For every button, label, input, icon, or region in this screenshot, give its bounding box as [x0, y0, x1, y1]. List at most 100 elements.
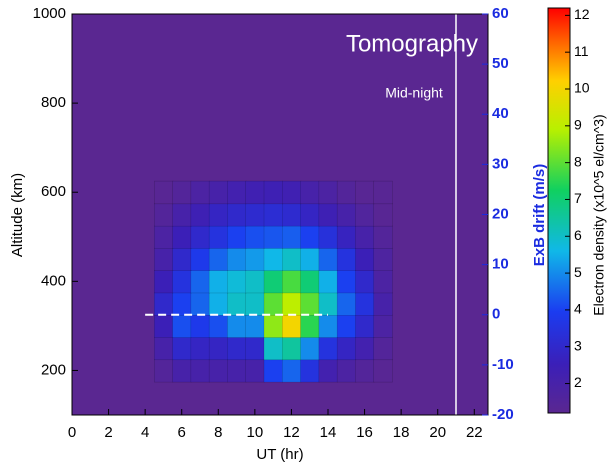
density-cell	[282, 225, 302, 249]
y2-tick-label: 0	[492, 306, 500, 323]
density-cell	[190, 203, 210, 227]
density-cell	[154, 203, 174, 227]
density-cell	[154, 180, 174, 205]
density-cell	[245, 180, 265, 205]
density-cell	[355, 225, 375, 249]
density-cell	[336, 292, 357, 316]
density-cell	[300, 225, 320, 249]
y2-tick-label: 10	[492, 256, 509, 273]
y2-tick-label: 20	[492, 205, 509, 222]
density-cell	[318, 180, 338, 205]
density-cell	[263, 292, 284, 316]
density-cell	[172, 269, 192, 294]
density-cell	[355, 203, 375, 227]
y2-tick-label: 30	[492, 155, 509, 172]
density-cell	[208, 203, 229, 227]
y2-tick-label: 50	[492, 55, 509, 72]
density-cell	[208, 247, 229, 271]
density-cell	[154, 225, 174, 249]
density-cell	[227, 314, 247, 338]
x-tick-label: 6	[178, 424, 186, 441]
density-cell	[318, 203, 338, 227]
colorbar-tick-label: 5	[574, 264, 582, 280]
density-cell	[318, 359, 338, 383]
colorbar-tick-label: 12	[574, 6, 590, 22]
density-cell	[373, 292, 393, 316]
x-tick-label: 4	[141, 424, 149, 441]
density-cell	[336, 336, 357, 361]
density-cell	[154, 314, 174, 338]
density-cell	[190, 292, 210, 316]
density-cell	[300, 336, 320, 361]
colorbar-tick-label: 4	[574, 301, 582, 317]
density-cell	[373, 269, 393, 294]
y-tick-label: 1000	[33, 5, 66, 22]
density-cell	[245, 292, 265, 316]
density-cell	[172, 247, 192, 271]
density-cell	[245, 336, 265, 361]
density-cell	[227, 336, 247, 361]
density-cell	[282, 314, 302, 338]
density-cell	[336, 225, 357, 249]
density-cell	[190, 314, 210, 338]
y2-tick-label: 40	[492, 105, 509, 122]
density-cell	[373, 225, 393, 249]
density-cell	[208, 225, 229, 249]
density-cell	[300, 203, 320, 227]
density-cell	[318, 336, 338, 361]
x-axis-label: UT (hr)	[256, 446, 303, 463]
density-cell	[245, 269, 265, 294]
density-cell	[208, 269, 229, 294]
density-cell	[282, 292, 302, 316]
density-cell	[282, 269, 302, 294]
density-cell	[245, 247, 265, 271]
density-cell	[282, 359, 302, 383]
density-cell	[355, 269, 375, 294]
density-cell	[355, 180, 375, 205]
colorbar-tick-label: 7	[574, 190, 582, 206]
density-cell	[282, 336, 302, 361]
density-cell	[154, 336, 174, 361]
density-cell	[336, 359, 357, 383]
x-tick-label: 10	[247, 424, 264, 441]
density-cell	[300, 359, 320, 383]
y-tick-label: 200	[41, 361, 66, 378]
density-cell	[190, 359, 210, 383]
density-cell	[263, 359, 284, 383]
density-cell	[318, 225, 338, 249]
density-cell	[300, 269, 320, 294]
density-cell	[373, 359, 393, 383]
y-tick-label: 400	[41, 272, 66, 289]
density-cell	[172, 359, 192, 383]
density-cell	[154, 269, 174, 294]
density-cell	[245, 359, 265, 383]
density-cell	[190, 247, 210, 271]
density-cell	[355, 359, 375, 383]
density-cell	[227, 292, 247, 316]
colorbar-tick-label: 6	[574, 227, 582, 243]
density-cell	[318, 269, 338, 294]
density-cell	[263, 225, 284, 249]
colorbar-label: Electron density (x10^5 el/cm^3)	[591, 114, 607, 315]
chart-title: Tomography	[346, 30, 478, 57]
density-cell	[172, 314, 192, 338]
density-cell	[282, 180, 302, 205]
density-cell	[263, 314, 284, 338]
density-cell	[336, 247, 357, 271]
density-cell	[190, 225, 210, 249]
density-cell	[263, 269, 284, 294]
y-tick-label: 800	[41, 94, 66, 111]
colorbar-tick-label: 11	[574, 43, 589, 59]
density-cell	[154, 292, 174, 316]
density-cell	[208, 359, 229, 383]
density-cell	[300, 292, 320, 316]
density-cell	[190, 180, 210, 205]
density-cell	[336, 269, 357, 294]
y2-tick-label: -20	[492, 406, 514, 423]
density-cell	[172, 292, 192, 316]
density-cell	[208, 314, 229, 338]
density-cell	[227, 225, 247, 249]
density-cell	[154, 359, 174, 383]
density-cell	[245, 314, 265, 338]
plot-area	[72, 14, 488, 415]
